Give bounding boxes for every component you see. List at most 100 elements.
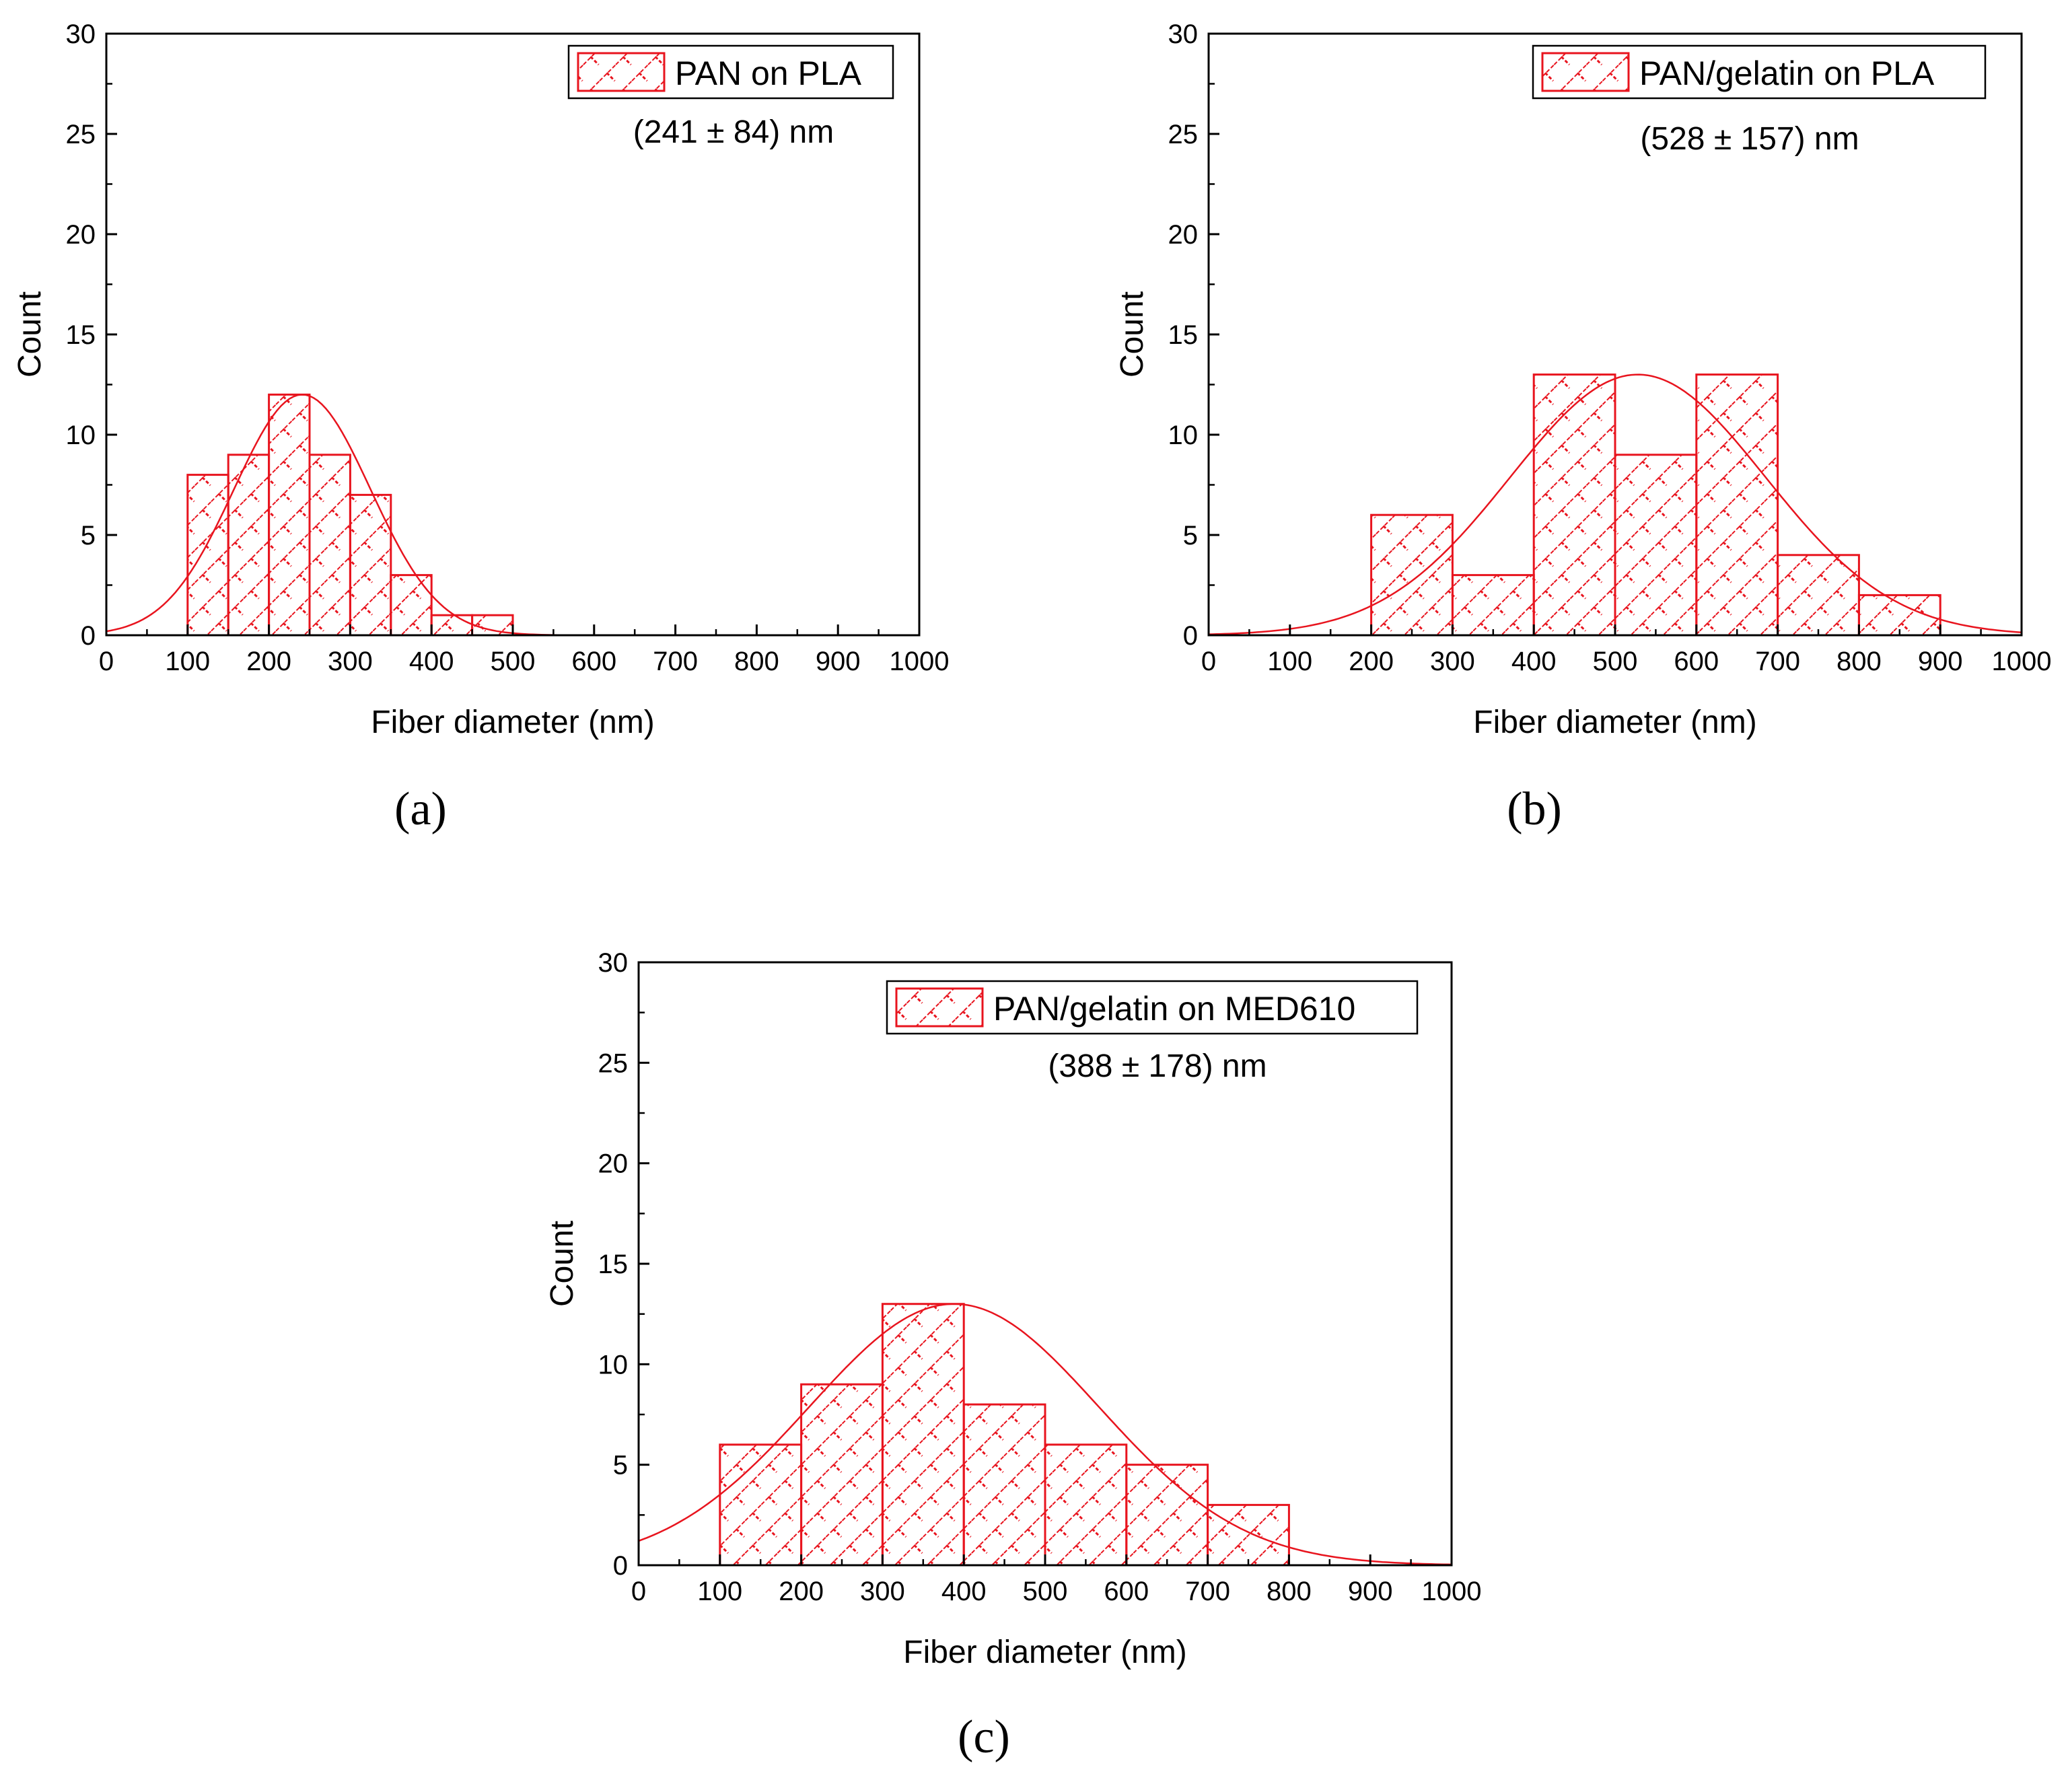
- x-tick-label: 800: [734, 647, 779, 676]
- y-tick-label: 10: [1168, 421, 1199, 450]
- histogram-bar: [430, 614, 474, 637]
- y-tick-label: 30: [66, 20, 96, 49]
- y-axis-title: Count: [12, 291, 48, 378]
- legend-label: PAN/gelatin on PLA: [1639, 55, 1935, 92]
- x-tick-label: 900: [1348, 1577, 1393, 1606]
- gaussian-fit-curve: [1208, 373, 2022, 635]
- x-tick-label: 600: [1104, 1577, 1149, 1606]
- y-tick-label: 30: [598, 948, 629, 978]
- mean-annotation: (241 ± 84) nm: [633, 114, 834, 150]
- histogram-bar: [1695, 373, 1779, 637]
- x-tick-label: 100: [1267, 647, 1312, 676]
- x-tick-label: 1000: [890, 647, 950, 676]
- y-tick-label: 10: [66, 421, 96, 450]
- chart-panel-b: 0 100 200 300 400 500 600 700 800 900 1000 0 5 10 15 20…: [1114, 20, 2051, 835]
- x-tick-label: 500: [1023, 1577, 1068, 1606]
- histogram-bar: [719, 1443, 803, 1567]
- x-axis: 0 100 200 300 400 500 600 700 800 900 1000: [631, 1554, 1482, 1606]
- legend: PAN/gelatin on MED610: [886, 980, 1419, 1035]
- x-tick-label: 0: [631, 1577, 646, 1606]
- panel-label: (a): [394, 783, 447, 835]
- x-axis-title: Fiber diameter (nm): [903, 1635, 1186, 1670]
- bars: [719, 1303, 1290, 1567]
- y-tick-label: 10: [598, 1350, 629, 1379]
- x-tick-label: 800: [1267, 1577, 1312, 1606]
- x-tick-label: 500: [491, 647, 536, 676]
- x-tick-label: 500: [1593, 647, 1638, 676]
- x-tick-label: 800: [1837, 647, 1882, 676]
- legend-label: PAN on PLA: [675, 55, 862, 92]
- y-tick-label: 25: [598, 1048, 629, 1078]
- legend-swatch: [1541, 52, 1630, 92]
- histogram-bar: [349, 493, 392, 637]
- x-tick-label: 400: [941, 1577, 987, 1606]
- x-tick-label: 700: [653, 647, 698, 676]
- x-axis: 0 100 200 300 400 500 600 700 800 900 1000: [99, 624, 950, 676]
- bars: [186, 393, 514, 637]
- histogram-bar: [1207, 1503, 1290, 1567]
- x-axis: 0 100 200 300 400 500 600 700 800 900 1000: [1201, 624, 2052, 676]
- histogram-bar: [227, 454, 271, 637]
- x-tick-label: 900: [816, 647, 861, 676]
- bars: [1370, 373, 1941, 637]
- histogram-bar: [1125, 1464, 1209, 1567]
- histogram-bar: [1370, 513, 1454, 637]
- histogram-bar: [1451, 574, 1535, 637]
- y-axis: 0 5 10 15 20 25 30: [598, 948, 649, 1581]
- legend-swatch: [577, 52, 666, 92]
- histogram-bar: [1614, 454, 1698, 637]
- x-tick-label: 1000: [1422, 1577, 1482, 1606]
- y-tick-label: 15: [66, 320, 96, 350]
- x-tick-label: 300: [860, 1577, 905, 1606]
- histogram-bar: [268, 393, 311, 637]
- histogram-bar: [308, 454, 351, 637]
- x-tick-label: 100: [697, 1577, 742, 1606]
- gaussian-fit-curve: [638, 1303, 1452, 1566]
- mean-annotation: (528 ± 157) nm: [1640, 121, 1859, 157]
- legend: PAN/gelatin on PLA: [1532, 44, 1987, 100]
- chart-panel-c: 0 100 200 300 400 500 600 700 800 900 1000 0 5 10 15 20…: [544, 948, 1481, 1763]
- y-tick-label: 5: [613, 1451, 628, 1480]
- panel-label: (c): [958, 1711, 1010, 1763]
- x-axis-title: Fiber diameter (nm): [371, 705, 654, 740]
- x-tick-label: 300: [1430, 647, 1475, 676]
- x-tick-label: 700: [1755, 647, 1800, 676]
- y-tick-label: 25: [1168, 120, 1199, 149]
- x-axis-title: Fiber diameter (nm): [1473, 705, 1756, 740]
- x-tick-label: 600: [571, 647, 616, 676]
- x-tick-label: 700: [1185, 1577, 1230, 1606]
- histogram-bar: [1044, 1443, 1128, 1567]
- x-tick-label: 300: [328, 647, 373, 676]
- y-tick-label: 20: [1168, 220, 1199, 250]
- x-tick-label: 200: [779, 1577, 824, 1606]
- y-tick-label: 20: [598, 1149, 629, 1179]
- x-tick-label: 200: [246, 647, 291, 676]
- histogram-bar: [390, 574, 433, 637]
- y-tick-label: 5: [81, 521, 96, 550]
- y-tick-label: 5: [1183, 521, 1198, 550]
- legend-swatch: [895, 987, 984, 1028]
- x-tick-label: 1000: [1992, 647, 2052, 676]
- y-tick-label: 15: [598, 1250, 629, 1279]
- histogram-bar: [186, 474, 229, 637]
- histogram-bar: [1532, 373, 1616, 637]
- histogram-bar: [800, 1383, 884, 1567]
- x-tick-label: 100: [165, 647, 210, 676]
- histogram-bar: [881, 1303, 965, 1567]
- y-axis-title: Count: [544, 1221, 580, 1307]
- x-tick-label: 600: [1674, 647, 1719, 676]
- legend-label: PAN/gelatin on MED610: [993, 990, 1355, 1028]
- chart-panel-a: 0 100 200 300 400 500 600 700 800 900 1000 0 5 10 15 20…: [12, 20, 949, 835]
- mean-annotation: (388 ± 178) nm: [1048, 1048, 1267, 1084]
- y-tick-label: 15: [1168, 320, 1199, 350]
- y-tick-label: 30: [1168, 20, 1199, 49]
- x-tick-label: 900: [1918, 647, 1963, 676]
- panel-label: (b): [1507, 783, 1562, 835]
- y-tick-label: 0: [1183, 621, 1198, 651]
- histogram-bar: [962, 1403, 1046, 1567]
- y-tick-label: 0: [81, 621, 96, 651]
- x-tick-label: 0: [1201, 647, 1216, 676]
- y-tick-label: 20: [66, 220, 96, 250]
- histogram-bar: [1777, 554, 1860, 637]
- x-tick-label: 400: [1511, 647, 1557, 676]
